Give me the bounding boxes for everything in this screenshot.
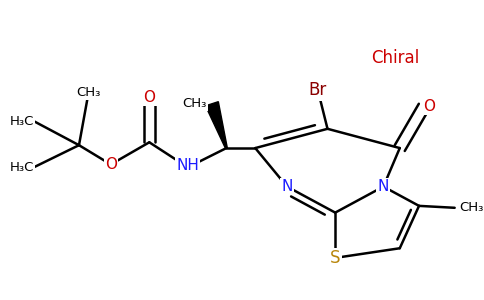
Text: CH₃: CH₃: [76, 86, 101, 99]
Text: O: O: [423, 99, 435, 114]
Text: S: S: [330, 249, 340, 267]
Text: N: N: [378, 179, 389, 194]
Text: Br: Br: [309, 81, 327, 99]
Text: H₃C: H₃C: [9, 161, 34, 174]
Text: O: O: [143, 89, 155, 104]
Text: O: O: [105, 157, 117, 172]
Text: H₃C: H₃C: [9, 115, 34, 128]
Text: CH₃: CH₃: [183, 97, 207, 110]
Polygon shape: [206, 102, 227, 148]
Text: NH: NH: [176, 158, 199, 173]
Text: Chiral: Chiral: [371, 50, 419, 68]
Text: N: N: [281, 179, 293, 194]
Text: CH₃: CH₃: [459, 201, 484, 214]
